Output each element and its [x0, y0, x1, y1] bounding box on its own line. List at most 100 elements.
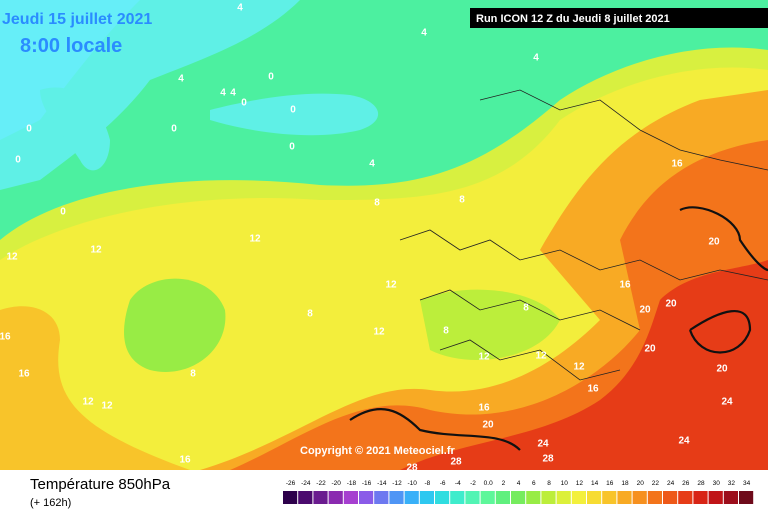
contour-label: 20	[716, 364, 728, 375]
lake	[210, 93, 379, 136]
color-swatch	[678, 491, 693, 504]
color-swatch	[617, 491, 632, 504]
color-swatch	[374, 491, 389, 504]
scale-label: 34	[743, 480, 751, 487]
contour-label: 20	[482, 420, 494, 431]
contour-label: 4	[237, 3, 243, 14]
contour-label: 16	[478, 403, 490, 414]
contour-label: 20	[665, 299, 677, 310]
contour-label: 12	[90, 245, 102, 256]
scale-label: 4	[517, 480, 521, 487]
color-swatch	[723, 491, 738, 504]
color-swatch	[663, 491, 678, 504]
contour-label: 28	[542, 454, 554, 465]
scale-label: 18	[621, 480, 629, 487]
contour-label: 4	[421, 28, 427, 39]
scale-label: 10	[561, 480, 569, 487]
scale-label: 6	[532, 480, 536, 487]
contour-label: 0	[60, 207, 66, 218]
color-swatch	[359, 491, 374, 504]
contour-label: 0	[171, 124, 177, 135]
forecast-date: Jeudi 15 juillet 2021	[2, 11, 152, 28]
contour-label: 16	[179, 455, 191, 466]
scale-label: 28	[697, 480, 705, 487]
scale-label: -16	[362, 480, 372, 487]
hot-region	[400, 260, 768, 470]
contour-label: 24	[678, 436, 690, 447]
contour-label: 12	[573, 362, 585, 373]
scale-label: -2	[470, 480, 476, 487]
contour-label: 12	[82, 397, 94, 408]
color-swatch	[693, 491, 708, 504]
scale-label: 26	[682, 480, 690, 487]
color-swatch	[587, 491, 602, 504]
lake	[40, 87, 110, 171]
contour-label: 4	[369, 159, 375, 170]
contour-label: 0	[268, 72, 274, 83]
run-box	[470, 8, 768, 28]
contour-label: 16	[587, 384, 599, 395]
isotherm	[349, 206, 768, 451]
contour-label: 28	[450, 457, 462, 468]
color-swatch	[541, 491, 556, 504]
contour-label: 12	[6, 252, 18, 263]
cool-pocket	[420, 289, 560, 360]
color-swatch	[389, 491, 404, 504]
contour-label: 16	[0, 332, 11, 343]
contour-label: 16	[619, 280, 631, 291]
color-swatch	[556, 491, 571, 504]
scale-label: 32	[728, 480, 736, 487]
scale-label: 22	[652, 480, 660, 487]
contour-label: 8	[307, 309, 313, 320]
scale-label: -6	[440, 480, 446, 487]
scale-label: 0.0	[484, 480, 493, 487]
color-swatch	[328, 491, 343, 504]
scale-label: 2	[502, 480, 506, 487]
scale-label: -22	[316, 480, 326, 487]
contour-label: 20	[639, 305, 651, 316]
contour-label: 4	[230, 88, 236, 99]
color-swatch	[283, 491, 298, 504]
color-swatch	[602, 491, 617, 504]
contour-label: 4	[220, 88, 226, 99]
contour-label: 0	[26, 124, 32, 135]
color-swatch	[419, 491, 434, 504]
contour-label: 0	[290, 105, 296, 116]
color-swatch	[739, 491, 754, 504]
scale-label: 30	[713, 480, 721, 487]
color-swatch	[571, 491, 586, 504]
scale-label: 24	[667, 480, 675, 487]
contour-label: 0	[241, 98, 247, 109]
contour-label: 8	[523, 303, 529, 314]
contour-label: 20	[644, 344, 656, 355]
contour-label: 24	[721, 397, 733, 408]
color-swatch	[511, 491, 526, 504]
scale-label: 12	[576, 480, 584, 487]
contour-label: 12	[373, 327, 385, 338]
contour-label: 8	[459, 195, 465, 206]
scale-label: -18	[347, 480, 357, 487]
color-swatch	[298, 491, 313, 504]
contour-label: 16	[18, 369, 30, 380]
scale-label: -10	[407, 480, 417, 487]
contour-label: 24	[537, 439, 549, 450]
scale-label: 14	[591, 480, 599, 487]
contour-label: 0	[289, 142, 295, 153]
color-swatch	[526, 491, 541, 504]
footer-lead: (+ 162h)	[30, 497, 71, 509]
copyright: Copyright © 2021 Meteociel.fr	[300, 445, 456, 457]
contour-label: 28	[406, 463, 418, 474]
contour-label: 8	[374, 198, 380, 209]
contour-label: 20	[708, 237, 720, 248]
contour-label: 12	[249, 234, 261, 245]
scale-label: -8	[425, 480, 431, 487]
color-swatch	[495, 491, 510, 504]
color-swatch	[343, 491, 358, 504]
scale-label: 20	[637, 480, 645, 487]
color-swatch	[632, 491, 647, 504]
color-swatch	[450, 491, 465, 504]
scale-label: 8	[547, 480, 551, 487]
run-info: Run ICON 12 Z du Jeudi 8 juillet 2021	[476, 13, 670, 25]
cold-region	[0, 0, 140, 140]
